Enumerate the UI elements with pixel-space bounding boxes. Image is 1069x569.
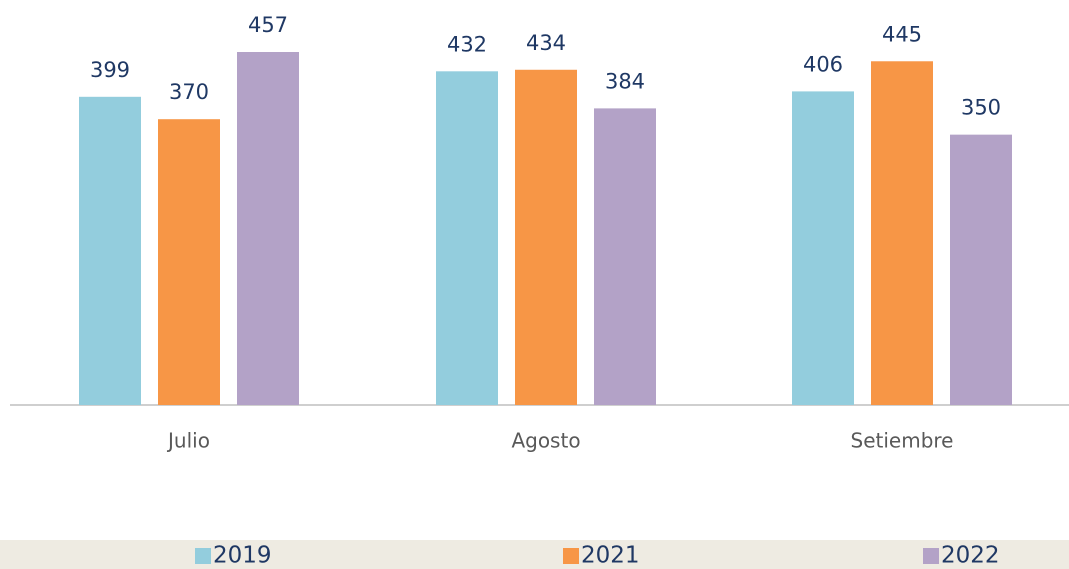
legend-label: 2019: [213, 543, 272, 569]
bar: [871, 61, 933, 406]
bar: [436, 71, 498, 405]
bar: [950, 134, 1012, 405]
legend-swatch: [563, 548, 579, 564]
bar: [515, 69, 577, 405]
x-tick-label: Agosto: [511, 429, 580, 453]
data-label: 370: [169, 80, 209, 104]
legend-swatch: [195, 548, 211, 564]
legend-label: 2021: [581, 543, 640, 569]
data-label: 432: [447, 32, 487, 56]
legend-label: 2022: [941, 543, 1000, 569]
bar: [158, 119, 220, 406]
data-label: 384: [605, 69, 645, 93]
data-label: 434: [526, 31, 566, 55]
x-tick-label: Julio: [166, 429, 210, 453]
data-label: 399: [90, 58, 130, 82]
bar: [792, 91, 854, 406]
legend-background: [0, 540, 1069, 569]
bar: [79, 96, 141, 405]
data-label: 350: [961, 96, 1001, 120]
bar: [594, 108, 656, 406]
data-label: 445: [882, 22, 922, 46]
data-label: 457: [248, 13, 288, 37]
data-label: 406: [803, 52, 843, 76]
x-tick-label: Setiembre: [851, 429, 954, 453]
legend-swatch: [923, 548, 939, 564]
bar: [237, 52, 299, 405]
